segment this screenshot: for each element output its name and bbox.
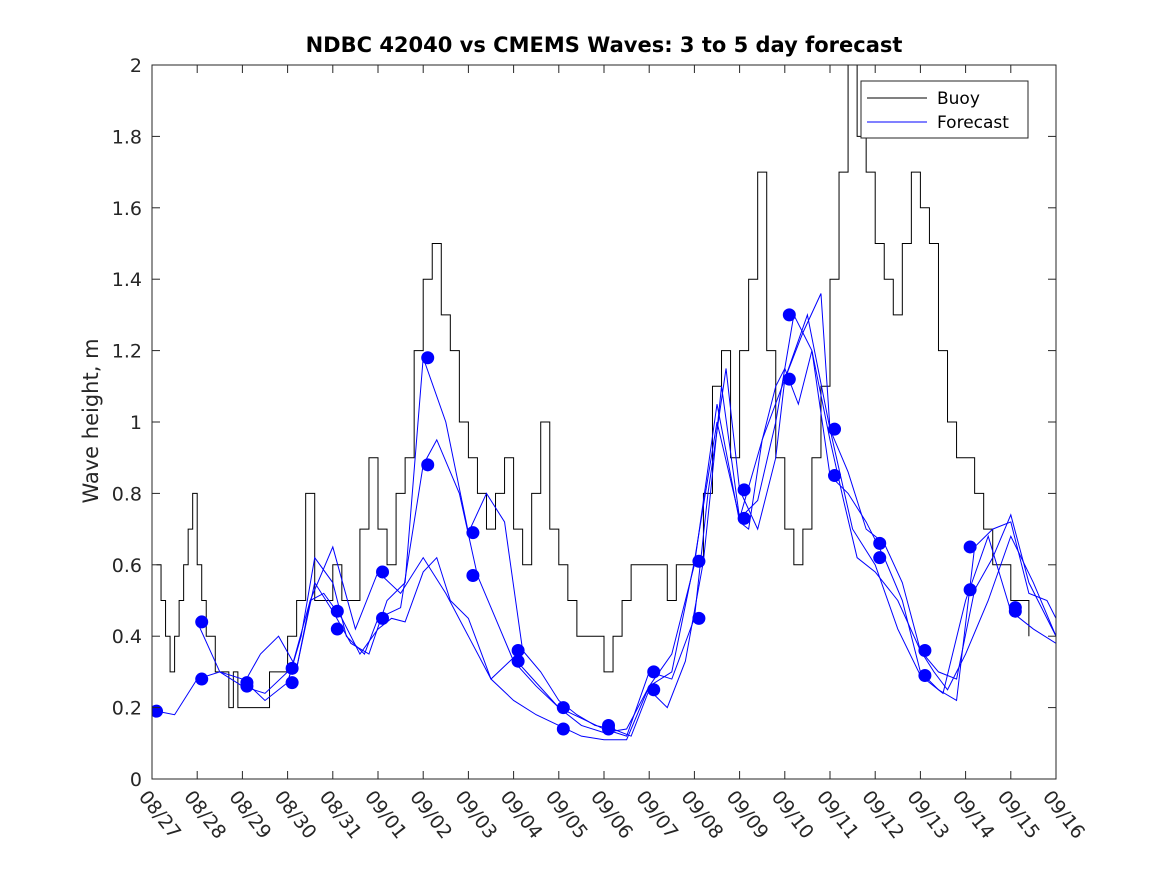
forecast-marker bbox=[918, 643, 932, 657]
legend-forecast-label: Forecast bbox=[937, 113, 1009, 133]
y-tick-label: 0.4 bbox=[112, 626, 142, 648]
y-tick-label: 2 bbox=[130, 55, 142, 77]
forecast-marker bbox=[466, 569, 480, 583]
forecast-marker bbox=[828, 422, 842, 436]
forecast-marker bbox=[782, 372, 796, 386]
chart-title: NDBC 42040 vs CMEMS Waves: 3 to 5 day fo… bbox=[306, 33, 903, 57]
y-tick-label: 1 bbox=[130, 412, 142, 434]
forecast-marker bbox=[918, 668, 932, 682]
forecast-marker bbox=[1008, 604, 1022, 618]
forecast-marker bbox=[421, 458, 435, 472]
forecast-marker bbox=[240, 679, 254, 693]
forecast-marker bbox=[195, 615, 209, 629]
forecast-series-line-4 bbox=[287, 313, 1056, 734]
y-tick-label: 1.8 bbox=[112, 126, 142, 148]
forecast-marker bbox=[511, 643, 525, 657]
legend-box bbox=[860, 80, 1029, 139]
y-tick-label: 0.2 bbox=[112, 698, 142, 720]
forecast-marker bbox=[737, 511, 751, 525]
forecast-marker bbox=[285, 676, 299, 690]
forecast-marker bbox=[556, 722, 570, 736]
forecast-marker bbox=[376, 611, 390, 625]
forecast-marker bbox=[873, 551, 887, 565]
legend: Buoy Forecast bbox=[860, 80, 1029, 139]
forecast-marker bbox=[737, 483, 751, 497]
forecast-marker bbox=[330, 622, 344, 636]
y-tick-label: 1.6 bbox=[112, 198, 142, 220]
forecast-marker bbox=[647, 665, 661, 679]
y-tick-label: 1.2 bbox=[112, 341, 142, 363]
y-tick-label: 1.4 bbox=[112, 269, 142, 291]
forecast-marker bbox=[692, 554, 706, 568]
forecast-marker bbox=[511, 654, 525, 668]
forecast-marker bbox=[873, 536, 887, 550]
forecast-marker bbox=[647, 683, 661, 697]
forecast-series-line-1 bbox=[156, 350, 1056, 741]
forecast-marker bbox=[330, 604, 344, 618]
y-axis-label: Wave height, m bbox=[79, 338, 103, 503]
forecast-marker bbox=[782, 308, 796, 322]
forecast-marker bbox=[602, 722, 616, 736]
y-tick-label: 0.8 bbox=[112, 483, 142, 505]
forecast-marker bbox=[963, 540, 977, 554]
forecast-marker bbox=[376, 565, 390, 579]
plot-area bbox=[152, 65, 1056, 741]
forecast-marker bbox=[692, 611, 706, 625]
legend-buoy-label: Buoy bbox=[937, 89, 980, 109]
y-tick-label: 0.6 bbox=[112, 555, 142, 577]
forecast-series-line-3 bbox=[241, 313, 1056, 737]
forecast-marker bbox=[963, 583, 977, 597]
forecast-marker bbox=[195, 672, 209, 686]
forecast-marker bbox=[285, 661, 299, 675]
forecast-marker bbox=[466, 526, 480, 540]
forecast-marker bbox=[421, 351, 435, 365]
forecast-marker bbox=[556, 701, 570, 715]
y-tick-label: 0 bbox=[130, 769, 142, 791]
forecast-marker bbox=[828, 469, 842, 483]
